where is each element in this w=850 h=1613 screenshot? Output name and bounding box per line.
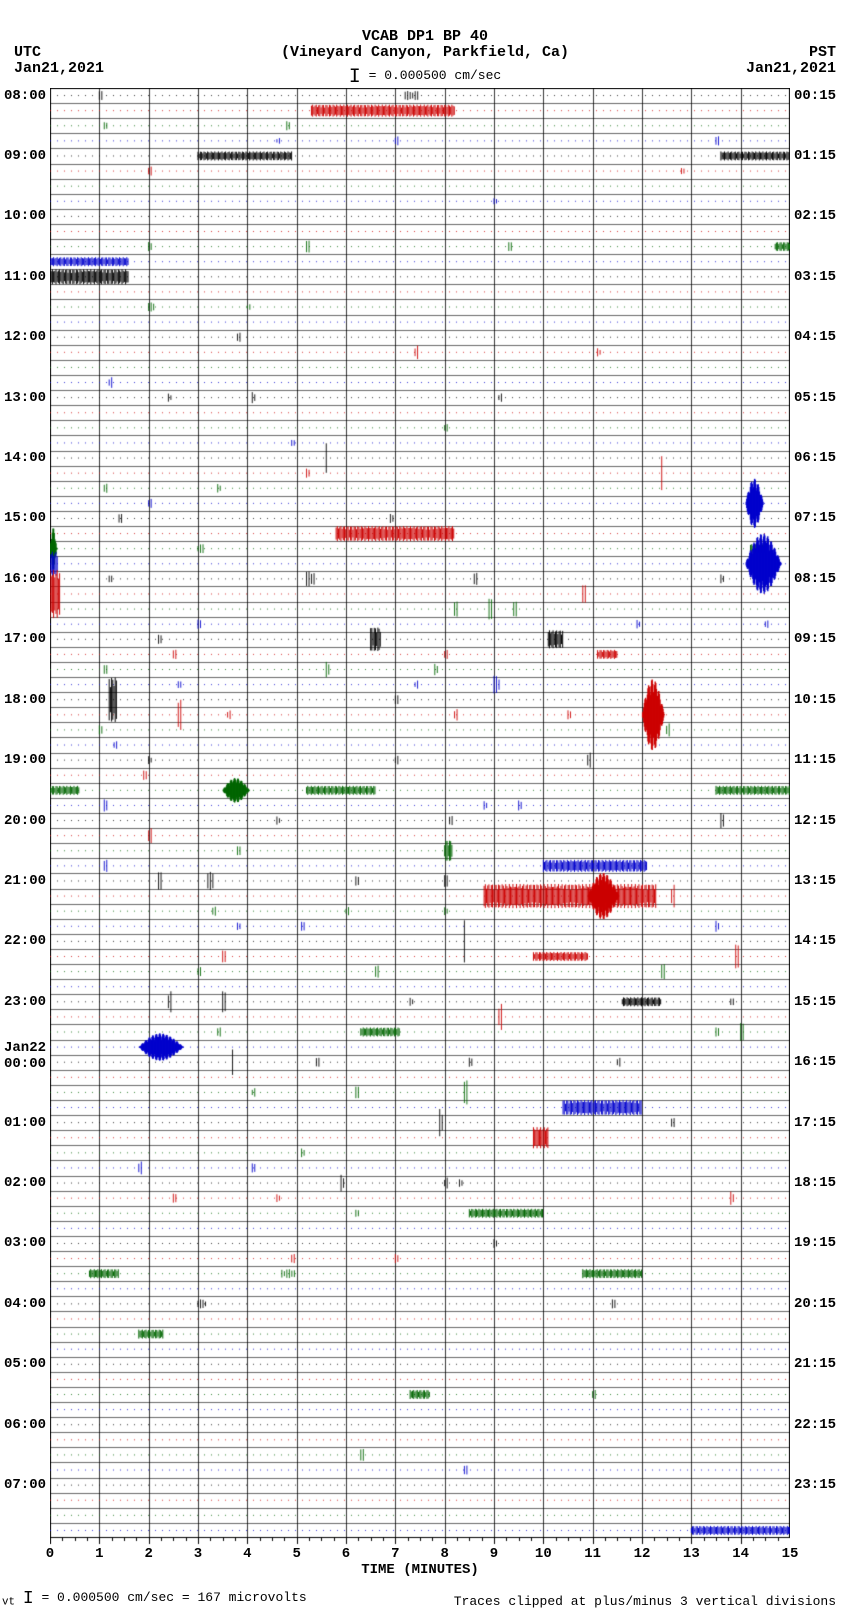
y-right-label: 05:15	[794, 390, 836, 406]
y-left-label: 17:00	[0, 631, 46, 647]
x-tick-label: 14	[729, 1546, 753, 1562]
x-tick-label: 4	[235, 1546, 259, 1562]
y-left-label: 02:00	[0, 1175, 46, 1191]
y-right-label: 10:15	[794, 692, 836, 708]
y-left-label: 10:00	[0, 208, 46, 224]
chart-title-line2: (Vineyard Canyon, Parkfield, Ca)	[0, 44, 850, 61]
y-left-label: 03:00	[0, 1235, 46, 1251]
y-right-label: 14:15	[794, 933, 836, 949]
y-right-label: 08:15	[794, 571, 836, 587]
y-right-label: 06:15	[794, 450, 836, 466]
y-right-label: 04:15	[794, 329, 836, 345]
footer-scale: vt I = 0.000500 cm/sec = 167 microvolts	[2, 1589, 307, 1609]
y-right-label: 02:15	[794, 208, 836, 224]
y-right-label: 16:15	[794, 1054, 836, 1070]
y-right-label: 20:15	[794, 1296, 836, 1312]
x-tick-label: 9	[482, 1546, 506, 1562]
x-tick-label: 3	[186, 1546, 210, 1562]
x-tick-label: 6	[334, 1546, 358, 1562]
x-axis-title: TIME (MINUTES)	[50, 1562, 790, 1578]
y-left-label: 07:00	[0, 1477, 46, 1493]
y-left-label: 05:00	[0, 1356, 46, 1372]
y-right-label: 03:15	[794, 269, 836, 285]
y-left-label: 14:00	[0, 450, 46, 466]
y-right-label: 01:15	[794, 148, 836, 164]
pst-header: PST	[809, 44, 836, 61]
y-left-label: 15:00	[0, 510, 46, 526]
y-right-label: 12:15	[794, 813, 836, 829]
y-left-label: 08:00	[0, 88, 46, 104]
y-left-label: 04:00	[0, 1296, 46, 1312]
y-left-label: 06:00	[0, 1417, 46, 1433]
y-left-label: 19:00	[0, 752, 46, 768]
y-left-label: Jan2200:00	[0, 1040, 46, 1072]
x-tick-label: 5	[285, 1546, 309, 1562]
y-left-label: 18:00	[0, 692, 46, 708]
x-tick-label: 0	[38, 1546, 62, 1562]
pst-date: Jan21,2021	[746, 60, 836, 77]
y-left-label: 21:00	[0, 873, 46, 889]
y-right-label: 13:15	[794, 873, 836, 889]
y-left-label: 09:00	[0, 148, 46, 164]
y-right-label: 23:15	[794, 1477, 836, 1493]
footer-clip-note: Traces clipped at plus/minus 3 vertical …	[454, 1594, 836, 1609]
y-right-label: 19:15	[794, 1235, 836, 1251]
y-left-label: 22:00	[0, 933, 46, 949]
utc-date: Jan21,2021	[14, 60, 104, 77]
y-left-label: 16:00	[0, 571, 46, 587]
seismogram-plot	[50, 88, 790, 1578]
y-left-label: 12:00	[0, 329, 46, 345]
x-tick-label: 7	[383, 1546, 407, 1562]
y-left-label: 11:00	[0, 269, 46, 285]
x-tick-label: 10	[531, 1546, 555, 1562]
chart-title-line1: VCAB DP1 BP 40	[0, 28, 850, 45]
y-right-label: 00:15	[794, 88, 836, 104]
y-left-label: 01:00	[0, 1115, 46, 1131]
scale-label: I = 0.000500 cm/sec	[0, 66, 850, 89]
y-right-label: 15:15	[794, 994, 836, 1010]
x-tick-label: 8	[433, 1546, 457, 1562]
y-right-label: 11:15	[794, 752, 836, 768]
y-left-label: 23:00	[0, 994, 46, 1010]
y-left-label: 20:00	[0, 813, 46, 829]
y-right-label: 09:15	[794, 631, 836, 647]
y-right-label: 07:15	[794, 510, 836, 526]
x-tick-label: 1	[87, 1546, 111, 1562]
x-tick-label: 15	[778, 1546, 802, 1562]
y-right-label: 18:15	[794, 1175, 836, 1191]
x-tick-label: 12	[630, 1546, 654, 1562]
y-left-label: 13:00	[0, 390, 46, 406]
x-tick-label: 2	[137, 1546, 161, 1562]
x-tick-label: 11	[581, 1546, 605, 1562]
y-right-label: 17:15	[794, 1115, 836, 1131]
y-right-label: 21:15	[794, 1356, 836, 1372]
y-right-label: 22:15	[794, 1417, 836, 1433]
utc-header: UTC	[14, 44, 41, 61]
x-tick-label: 13	[679, 1546, 703, 1562]
